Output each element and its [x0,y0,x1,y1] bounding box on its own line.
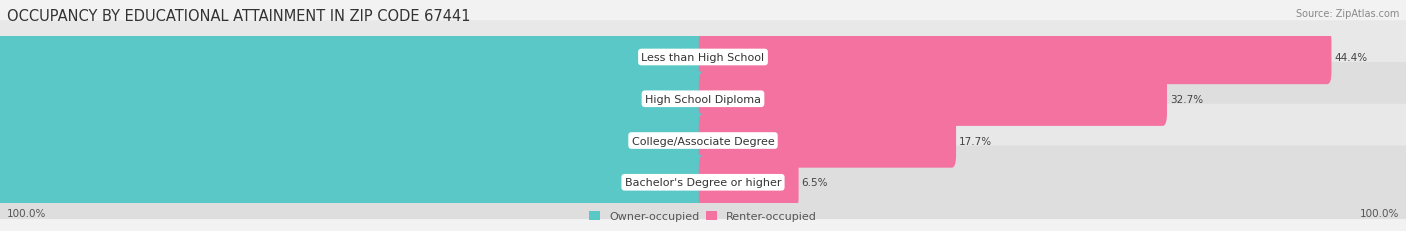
Text: High School Diploma: High School Diploma [645,94,761,104]
Text: 44.4%: 44.4% [1334,53,1368,63]
Text: 6.5%: 6.5% [801,177,828,188]
Text: OCCUPANCY BY EDUCATIONAL ATTAINMENT IN ZIP CODE 67441: OCCUPANCY BY EDUCATIONAL ATTAINMENT IN Z… [7,9,471,24]
FancyBboxPatch shape [699,114,956,168]
FancyBboxPatch shape [699,31,1331,85]
Legend: Owner-occupied, Renter-occupied: Owner-occupied, Renter-occupied [585,206,821,225]
FancyBboxPatch shape [0,21,1406,94]
Text: College/Associate Degree: College/Associate Degree [631,136,775,146]
Text: 100.0%: 100.0% [7,208,46,218]
Text: Bachelor's Degree or higher: Bachelor's Degree or higher [624,177,782,188]
FancyBboxPatch shape [0,155,707,210]
FancyBboxPatch shape [0,114,707,168]
FancyBboxPatch shape [0,72,707,126]
Text: 100.0%: 100.0% [1360,208,1399,218]
FancyBboxPatch shape [0,146,1406,219]
FancyBboxPatch shape [0,31,707,85]
Text: 32.7%: 32.7% [1170,94,1204,104]
FancyBboxPatch shape [0,63,1406,136]
FancyBboxPatch shape [0,104,1406,177]
FancyBboxPatch shape [699,155,799,210]
FancyBboxPatch shape [699,72,1167,126]
Text: Source: ZipAtlas.com: Source: ZipAtlas.com [1295,9,1399,19]
Text: 17.7%: 17.7% [959,136,993,146]
Text: Less than High School: Less than High School [641,53,765,63]
